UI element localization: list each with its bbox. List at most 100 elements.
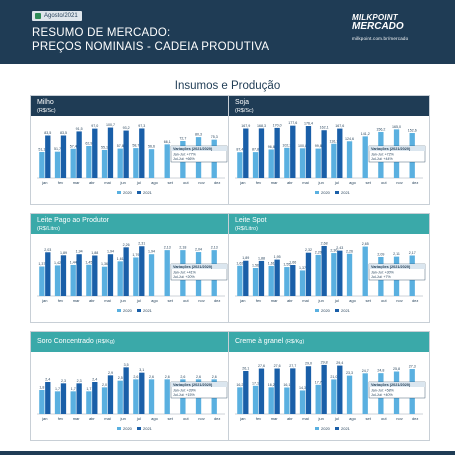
panel-unit-inline: (R$/Kg) — [285, 339, 305, 345]
x-tick-label: out — [381, 180, 387, 185]
bar-2020 — [70, 264, 76, 296]
data-label-2021: 168,3 — [257, 124, 266, 128]
data-label-2020: 75,3 — [211, 135, 218, 139]
data-label-2020: 57,4 — [70, 144, 77, 148]
data-label-2020: 55,1 — [101, 145, 108, 149]
data-label-2021: 3,5 — [124, 363, 129, 367]
data-label-2020: 14,3 — [299, 386, 306, 390]
data-label-2020: 96,8 — [268, 145, 275, 149]
data-label-2020: 21,0 — [330, 375, 337, 379]
legend-label-2020: 2020 — [321, 308, 331, 313]
data-label-2021: 1,89 — [60, 251, 67, 255]
panel-leite-spot: Leite Spot (R$/Litro) 1,62 1,89 jan 1,56 1,88… — [228, 213, 430, 323]
bar-2021 — [92, 128, 98, 178]
bar-2021 — [107, 254, 114, 296]
x-tick-label: set — [365, 416, 371, 421]
x-tick-label: jul — [334, 416, 339, 421]
bar-2020 — [299, 270, 306, 296]
data-label-2020: 25,8 — [393, 367, 400, 371]
bar-2021 — [321, 245, 327, 296]
bar-2021 — [76, 383, 82, 414]
data-label-2020: 2,18 — [179, 246, 186, 250]
x-tick-label: abr — [287, 180, 293, 185]
bar-2020 — [70, 148, 76, 178]
logo-url: milkpoint.com.br/mercado — [352, 36, 409, 41]
bar-2021 — [290, 368, 296, 414]
x-tick-label: jul — [136, 298, 141, 303]
x-tick-label: abr — [89, 180, 95, 185]
x-tick-label: dez — [412, 298, 418, 303]
data-label-2020: 27,3 — [409, 365, 416, 369]
data-label-2020: 23,3 — [346, 371, 353, 375]
legend-label-2020: 2020 — [123, 190, 133, 195]
x-tick-label: nov — [396, 416, 402, 421]
x-tick-label: ago — [349, 298, 356, 303]
data-label-2020: 1,36 — [101, 262, 108, 266]
x-tick-label: dez — [214, 298, 220, 303]
bar-2020 — [268, 149, 274, 178]
data-label-2020: 1,55 — [283, 263, 290, 267]
legend-swatch-2020 — [117, 191, 121, 194]
bar-2020 — [133, 148, 139, 178]
data-label-2020: 1,62 — [236, 261, 243, 265]
data-label-2021: 3,1 — [139, 368, 144, 372]
variation-box-header — [369, 382, 425, 387]
x-tick-label: jan — [239, 416, 245, 421]
panel-soja: Soja (R$/Sc) 87,4 167,9 jan 87,8 168,3 fev 96,8… — [228, 95, 430, 205]
bar-2021 — [258, 368, 265, 414]
legend-swatch-2020 — [117, 427, 121, 430]
data-label-2020: 2,65 — [362, 242, 369, 246]
bar-2020 — [268, 387, 274, 414]
data-label-2021: 29,8 — [321, 360, 328, 364]
panel-title: Leite Spot — [235, 217, 267, 224]
panel-leite-produtor: Leite Pago ao Produtor (R$/Litro) 1,37 2,0… — [30, 213, 232, 323]
x-tick-label: mar — [73, 416, 81, 421]
data-label-2020: 1,37 — [299, 266, 306, 270]
data-label-2020: 1,56 — [252, 264, 259, 268]
data-label-2021: 2,3 — [61, 379, 66, 383]
bar-2020 — [331, 253, 337, 296]
legend-swatch-2021 — [335, 191, 339, 194]
page-title-line1: RESUMO DE MERCADO: — [32, 27, 171, 39]
bar-2021 — [139, 372, 145, 414]
x-tick-label: ago — [151, 298, 158, 303]
data-label-2021: 1,95 — [274, 255, 281, 259]
legend-swatch-2021 — [335, 427, 339, 430]
bar-2020 — [252, 152, 259, 178]
x-tick-label: out — [183, 180, 189, 185]
data-label-2021: 2,68 — [321, 241, 328, 245]
x-tick-label: jun — [317, 416, 323, 421]
panel-title: Milho — [37, 99, 54, 106]
panel-unit-inline: (R$/Kg) — [95, 339, 115, 345]
bar-2020 — [117, 148, 123, 178]
data-label-2020: 2,11 — [393, 252, 400, 256]
chart-leite-spot: 1,621,89 jan 1,56 1,88 fev 1,61 1,95 mar 1,551,6… — [235, 241, 426, 313]
x-tick-label: abr — [287, 298, 293, 303]
variation-title: Variações (2021/2020) — [173, 265, 213, 269]
data-label-2020: 1,94 — [148, 250, 155, 254]
data-label-2021: 2,26 — [123, 243, 130, 247]
bar-2020 — [54, 391, 61, 414]
data-label-2021: 97,0 — [91, 124, 98, 128]
page-title-line2: PREÇOS NOMINAIS - CADEIA PRODUTIVA — [32, 41, 270, 53]
legend-label-2021: 2021 — [341, 308, 351, 313]
bar-2020 — [148, 149, 155, 178]
data-label-2020: 2,6 — [212, 375, 217, 379]
x-tick-label: ago — [151, 180, 158, 185]
data-label-2020: 16,2 — [268, 383, 275, 387]
bar-2021 — [321, 364, 327, 414]
bar-2020 — [54, 265, 61, 296]
variation-line2: Jul-Jul: +66% — [173, 157, 195, 161]
bar-2021 — [139, 246, 145, 296]
bar-2020 — [331, 143, 337, 178]
data-label-2020: 2,20 — [315, 250, 322, 254]
data-label-2021: 27,6 — [258, 364, 265, 368]
bar-2021 — [76, 131, 82, 178]
data-label-2021: 91,5 — [76, 127, 83, 131]
variation-line2: Jul-Jul: +40% — [371, 393, 393, 397]
bar-2021 — [45, 382, 51, 414]
bar-2021 — [290, 265, 296, 296]
variation-box-header — [171, 382, 227, 387]
chart-leite-produtor: 1,37 2,03 jan 1,42 1,89 fev 1,44 1,94 mar 1,45 1,8… — [37, 242, 228, 313]
legend-swatch-2020 — [117, 309, 121, 312]
